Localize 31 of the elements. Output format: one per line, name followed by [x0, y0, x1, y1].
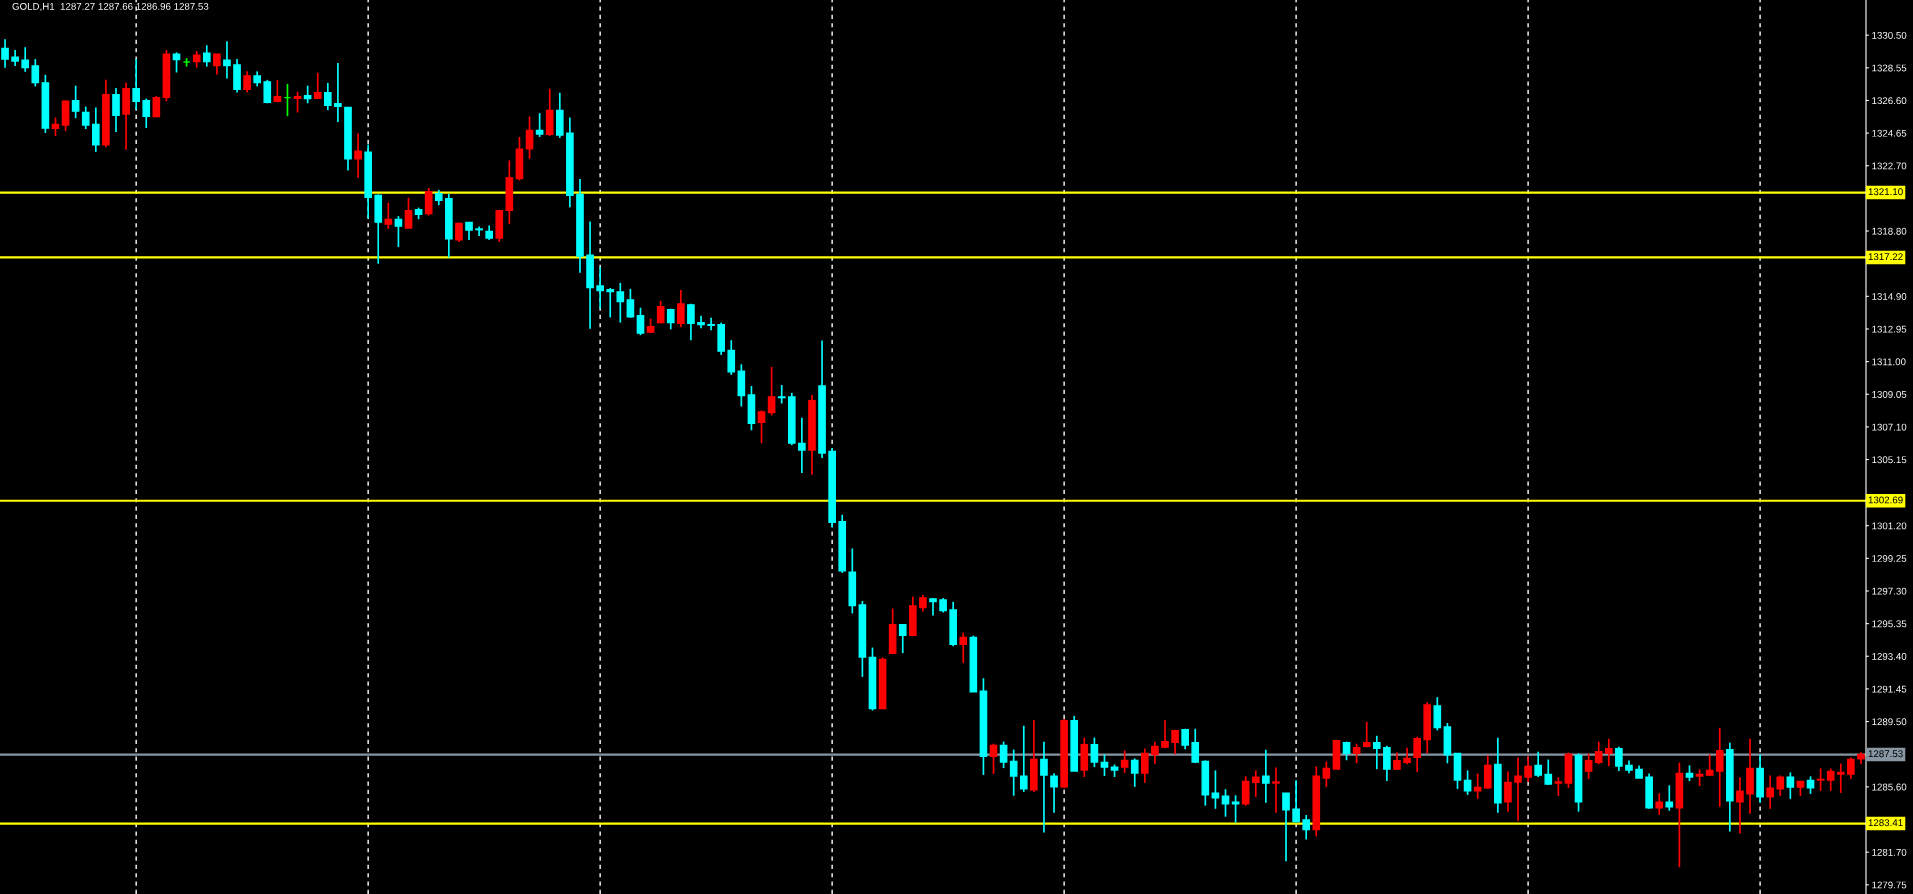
y-tick-label: 1293.40 — [1872, 653, 1907, 660]
chart-title: GOLD,H1 1287.27 1287.66 1286.96 1287.53 — [12, 2, 209, 11]
y-tick-label: 1312.95 — [1872, 325, 1907, 333]
candlestick — [1554, 776, 1563, 797]
y-tick-label: 1309.05 — [1872, 391, 1907, 398]
y-tick-label: 1324.65 — [1872, 129, 1907, 137]
y-tick-label: 1326.60 — [1872, 97, 1907, 105]
candlestick — [1272, 766, 1280, 814]
y-tick-label: 1318.80 — [1872, 227, 1907, 235]
y-tick-label: 1291.45 — [1872, 685, 1907, 693]
y-tick-label: 1289.50 — [1872, 718, 1907, 726]
ref-line-label: 1287.53 — [1868, 750, 1903, 758]
ref-line-label: 1283.41 — [1868, 819, 1903, 827]
y-tick-label: 1330.50 — [1872, 31, 1907, 39]
y-tick-label: 1295.35 — [1872, 620, 1907, 628]
y-tick-label: 1322.70 — [1872, 162, 1907, 170]
y-tick-label: 1279.75 — [1872, 881, 1907, 889]
candlestick — [11, 49, 19, 67]
ref-line-label: 1302.69 — [1868, 496, 1903, 504]
y-tick-label: 1305.15 — [1872, 456, 1907, 464]
y-tick-label: 1285.60 — [1872, 783, 1907, 791]
ref-line-label: 1321.10 — [1868, 188, 1903, 196]
y-tick-label: 1299.25 — [1872, 555, 1907, 562]
y-tick-label: 1281.70 — [1872, 848, 1907, 856]
y-tick-label: 1328.55 — [1872, 64, 1907, 72]
y-tick-label: 1301.20 — [1872, 522, 1907, 530]
y-tick-label: 1314.90 — [1872, 293, 1907, 300]
ref-line-label: 1317.22 — [1868, 253, 1903, 261]
y-tick-label: 1297.30 — [1872, 587, 1907, 595]
y-tick-label: 1307.10 — [1872, 423, 1907, 431]
y-tick-label: 1311.00 — [1872, 358, 1906, 366]
